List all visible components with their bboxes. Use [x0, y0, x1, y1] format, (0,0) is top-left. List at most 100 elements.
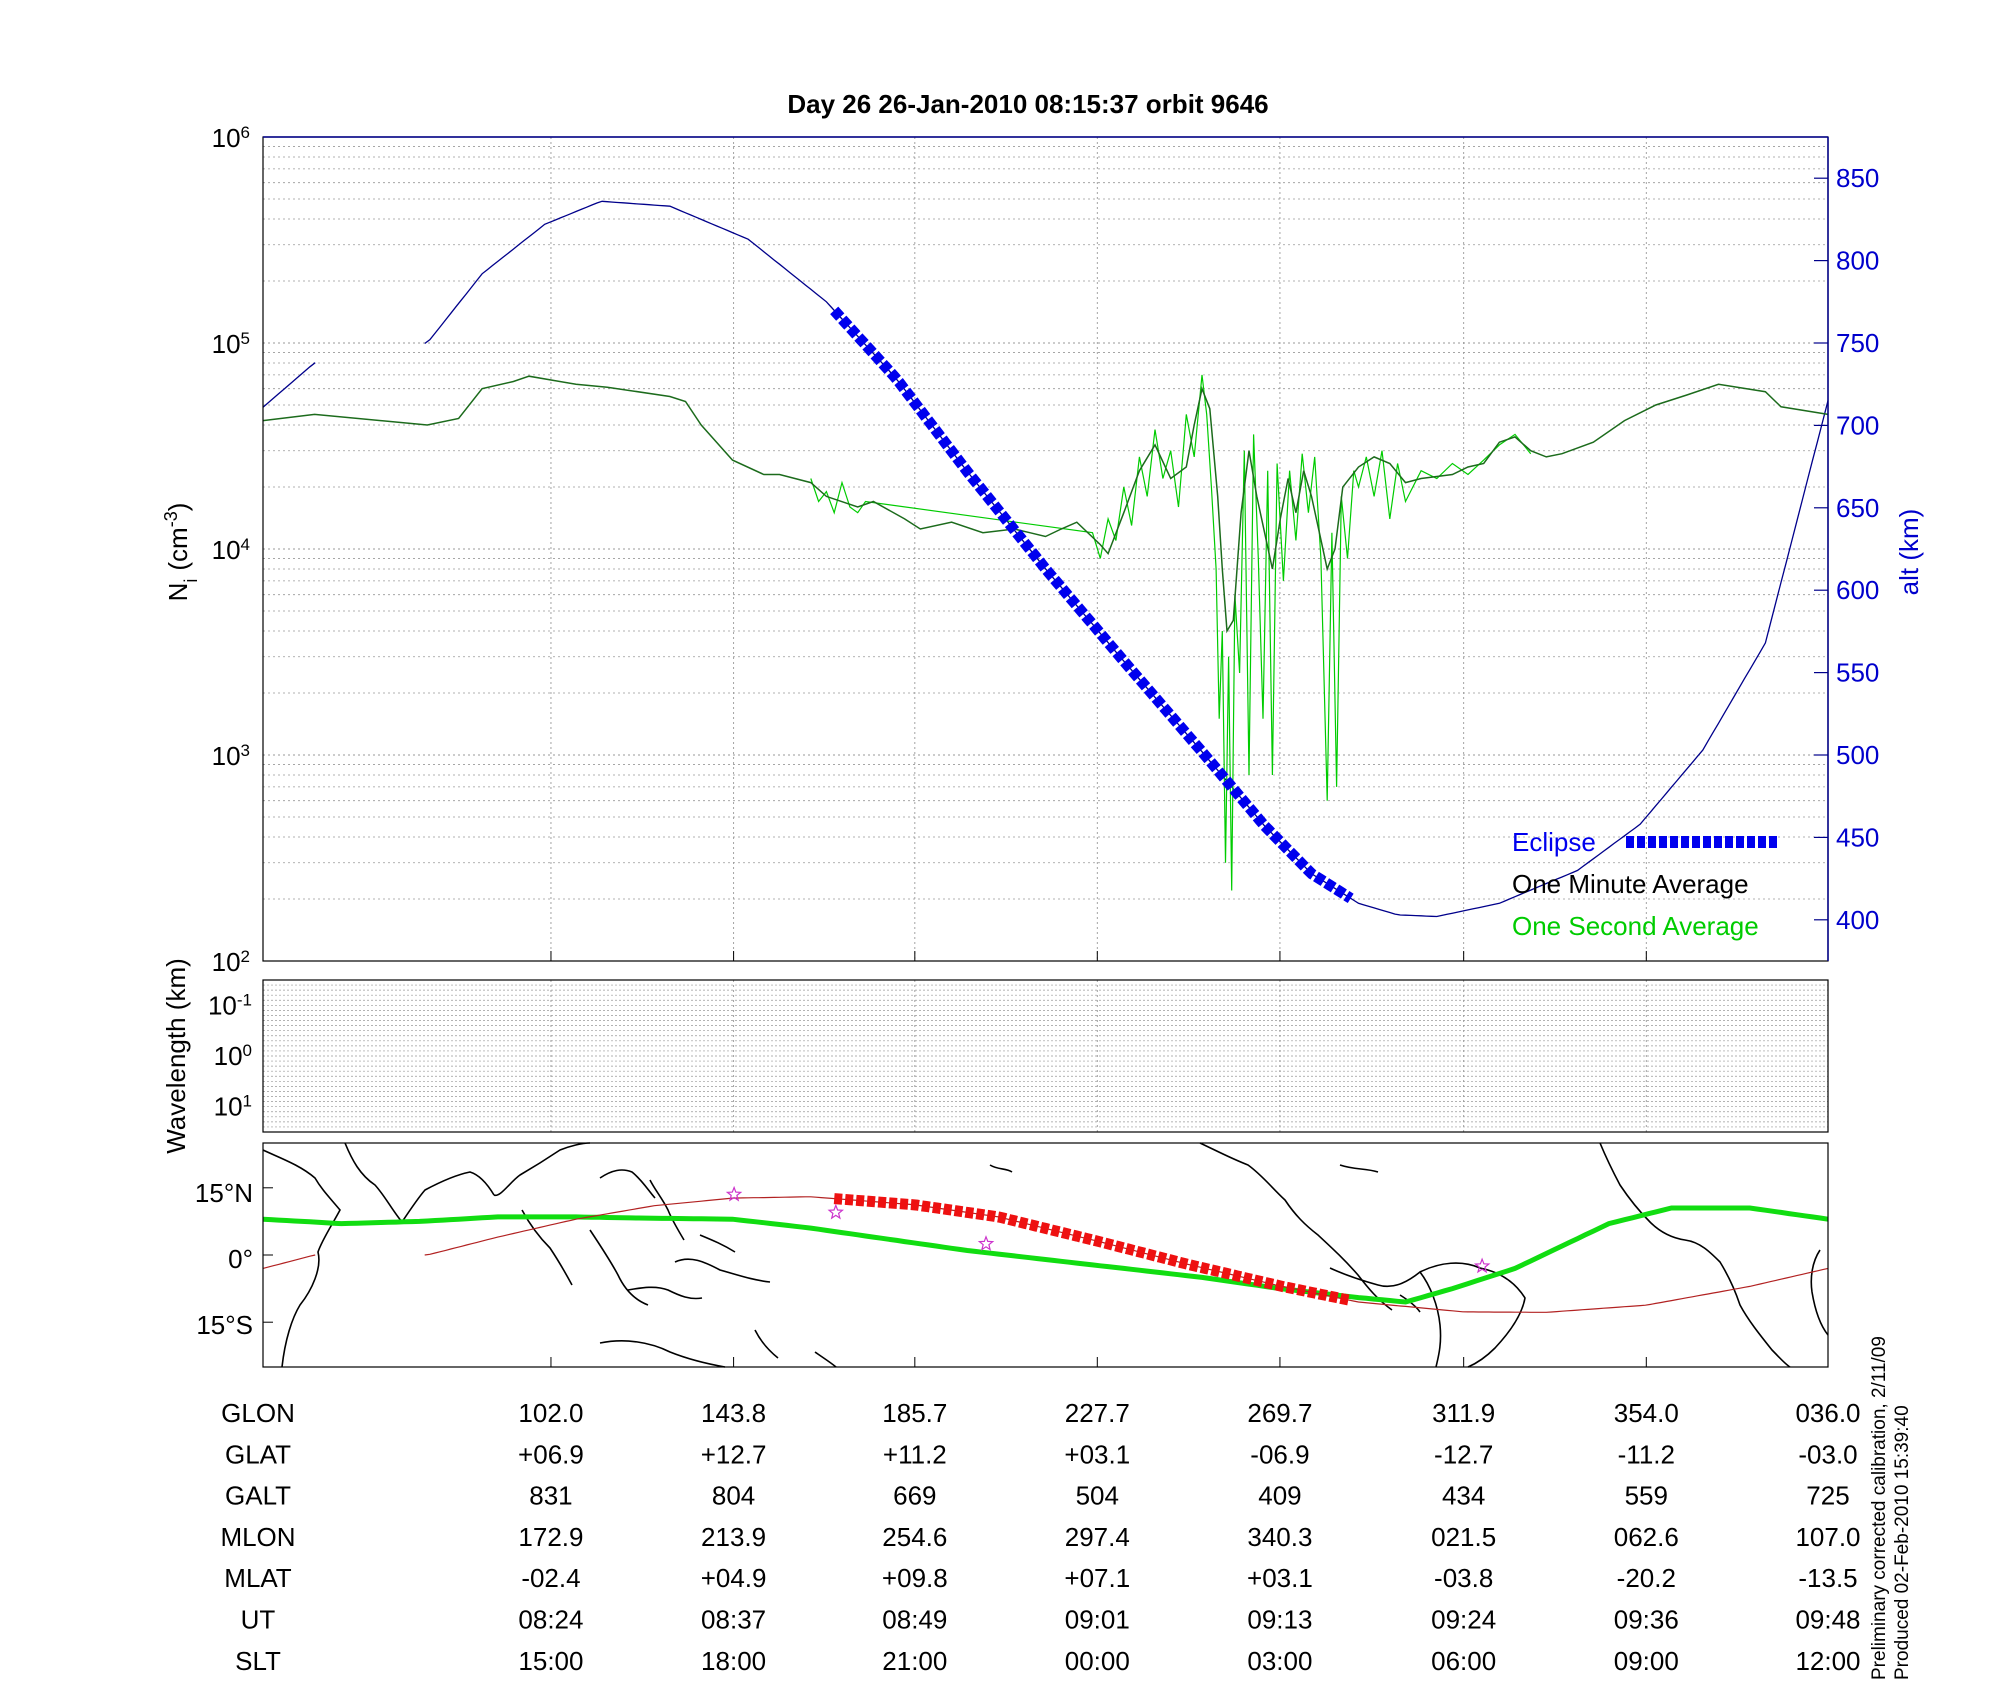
table-cell: 036.0	[1795, 1398, 1860, 1428]
table-cell: 504	[1076, 1481, 1119, 1511]
table-cell: 669	[893, 1481, 936, 1511]
altitude-tick-label: 450	[1836, 822, 1879, 852]
altitude-tick-label: 700	[1836, 410, 1879, 440]
track-star-marker	[725, 1185, 743, 1202]
table-cell: 409	[1258, 1481, 1301, 1511]
ion-density-y-ticks: 106 105 104 103 102	[212, 123, 250, 978]
table-cell: 107.0	[1795, 1522, 1860, 1552]
altitude-tick-label: 600	[1836, 575, 1879, 605]
table-cell: 354.0	[1614, 1398, 1679, 1428]
table-row-label: GALT	[225, 1481, 291, 1511]
one-second-average-line	[810, 374, 1532, 891]
table-cell: +03.1	[1064, 1439, 1130, 1469]
table-cell: 09:13	[1247, 1605, 1312, 1635]
altitude-tick-label: 500	[1836, 740, 1879, 770]
table-cell: 559	[1625, 1481, 1668, 1511]
table-cell: 09:01	[1065, 1605, 1130, 1635]
ion-density-series	[262, 200, 1829, 918]
table-cell: -03.0	[1798, 1439, 1857, 1469]
table-cell: 09:24	[1431, 1605, 1496, 1635]
table-cell: 269.7	[1247, 1398, 1312, 1428]
table-cell: 831	[529, 1481, 572, 1511]
legend-one-second-label: One Second Average	[1512, 911, 1759, 941]
table-cell: 00:00	[1065, 1646, 1130, 1676]
y-tick-label: 102	[212, 947, 250, 978]
track-star-marker	[977, 1235, 995, 1251]
table-cell: -06.9	[1250, 1439, 1309, 1469]
table-cell: +03.1	[1247, 1563, 1313, 1593]
track-star-marker	[827, 1203, 844, 1220]
altitude-axis-label: alt (km)	[1894, 509, 1924, 596]
ion-density-axis-label: Ni(cm-3)	[161, 503, 201, 602]
wavelength-panel: 10-1 100 101 Wavelength (km)	[161, 958, 1829, 1154]
table-cell: 102.0	[518, 1398, 583, 1428]
table-cell: 804	[712, 1481, 755, 1511]
map-series	[262, 1185, 1829, 1313]
table-row-label: GLON	[221, 1398, 295, 1428]
altitude-tick-label: 400	[1836, 905, 1879, 935]
table-row-label: SLT	[235, 1646, 281, 1676]
table-cell: +09.8	[882, 1563, 948, 1593]
map-tick-15N: 15°N	[195, 1178, 253, 1208]
table-row-label: UT	[241, 1605, 276, 1635]
ion-density-grid	[263, 137, 1829, 962]
table-cell: -13.5	[1798, 1563, 1857, 1593]
one-minute-average-line	[262, 375, 1829, 634]
table-cell: 09:00	[1614, 1646, 1679, 1676]
footer-produced: Produced 02-Feb-2010 15:39:40	[1892, 1405, 1913, 1680]
table-cell: +07.1	[1064, 1563, 1130, 1593]
legend: Eclipse One Minute Average One Second Av…	[1512, 827, 1778, 941]
wavelength-tick-label: 100	[214, 1041, 252, 1072]
map-tick-15S: 15°S	[196, 1310, 253, 1340]
table-row-label: MLAT	[224, 1563, 292, 1593]
table-cell: 227.7	[1065, 1398, 1130, 1428]
table-cell: -12.7	[1434, 1439, 1493, 1469]
ephemeris-table: GLON 102.0 143.8 185.7 227.7 269.7 311.9 354.0 0…	[220, 1398, 1860, 1676]
altitude-tick-label: 750	[1836, 328, 1879, 358]
table-cell: 311.9	[1432, 1398, 1495, 1428]
table-cell: 08:49	[882, 1605, 947, 1635]
table-row-label: MLON	[220, 1522, 295, 1552]
table-cell: 06:00	[1431, 1646, 1496, 1676]
altitude-tick-label: 850	[1836, 163, 1879, 193]
table-cell: 08:37	[701, 1605, 766, 1635]
table-cell: 09:36	[1614, 1605, 1679, 1635]
table-row-label: GLAT	[225, 1439, 291, 1469]
table-cell: 143.8	[701, 1398, 766, 1428]
dip-equator-line	[262, 1205, 1829, 1305]
table-cell: -20.2	[1617, 1563, 1676, 1593]
wavelength-y-ticks: 10-1 100 101	[208, 990, 252, 1122]
table-cell: 340.3	[1247, 1522, 1312, 1552]
chart-title: Day 26 26-Jan-2010 08:15:37 orbit 9646	[787, 89, 1268, 119]
map-plot-area	[263, 1143, 1828, 1367]
table-cell: 254.6	[882, 1522, 947, 1552]
legend-one-minute-label: One Minute Average	[1512, 869, 1749, 899]
track-star-marker	[1473, 1257, 1491, 1274]
table-cell: -02.4	[521, 1563, 580, 1593]
table-cell: 213.9	[701, 1522, 766, 1552]
table-cell: 172.9	[518, 1522, 583, 1552]
table-cell: 185.7	[882, 1398, 947, 1428]
table-cell: 15:00	[518, 1646, 583, 1676]
y-tick-label: 104	[212, 535, 250, 566]
table-cell: 021.5	[1431, 1522, 1496, 1552]
table-cell: 08:24	[518, 1605, 583, 1635]
table-cell: +12.7	[701, 1439, 767, 1469]
wavelength-plot-area	[263, 980, 1828, 1132]
altitude-y-ticks: 850 800 750 700 650 600 550 500 450 400	[1814, 163, 1879, 935]
footer-calibration: Preliminary corrected calibration, 2/11/…	[1869, 1336, 1890, 1680]
table-cell: -11.2	[1618, 1439, 1675, 1469]
table-cell: 21:00	[882, 1646, 947, 1676]
table-cell: -03.8	[1434, 1563, 1493, 1593]
map-panel: 15°N 0° 15°S	[195, 1142, 1829, 1368]
table-cell: 18:00	[701, 1646, 766, 1676]
table-cell: +04.9	[701, 1563, 767, 1593]
table-cell: 725	[1806, 1481, 1849, 1511]
ion-density-panel: 106 105 104 103 102 850 800 750 700 650 600 550 500…	[161, 123, 1924, 978]
table-cell: +06.9	[518, 1439, 584, 1469]
legend-eclipse-label: Eclipse	[1512, 827, 1596, 857]
y-tick-label: 105	[212, 329, 250, 360]
wavelength-frame	[262, 979, 1829, 1133]
table-cell: +11.2	[883, 1439, 947, 1469]
